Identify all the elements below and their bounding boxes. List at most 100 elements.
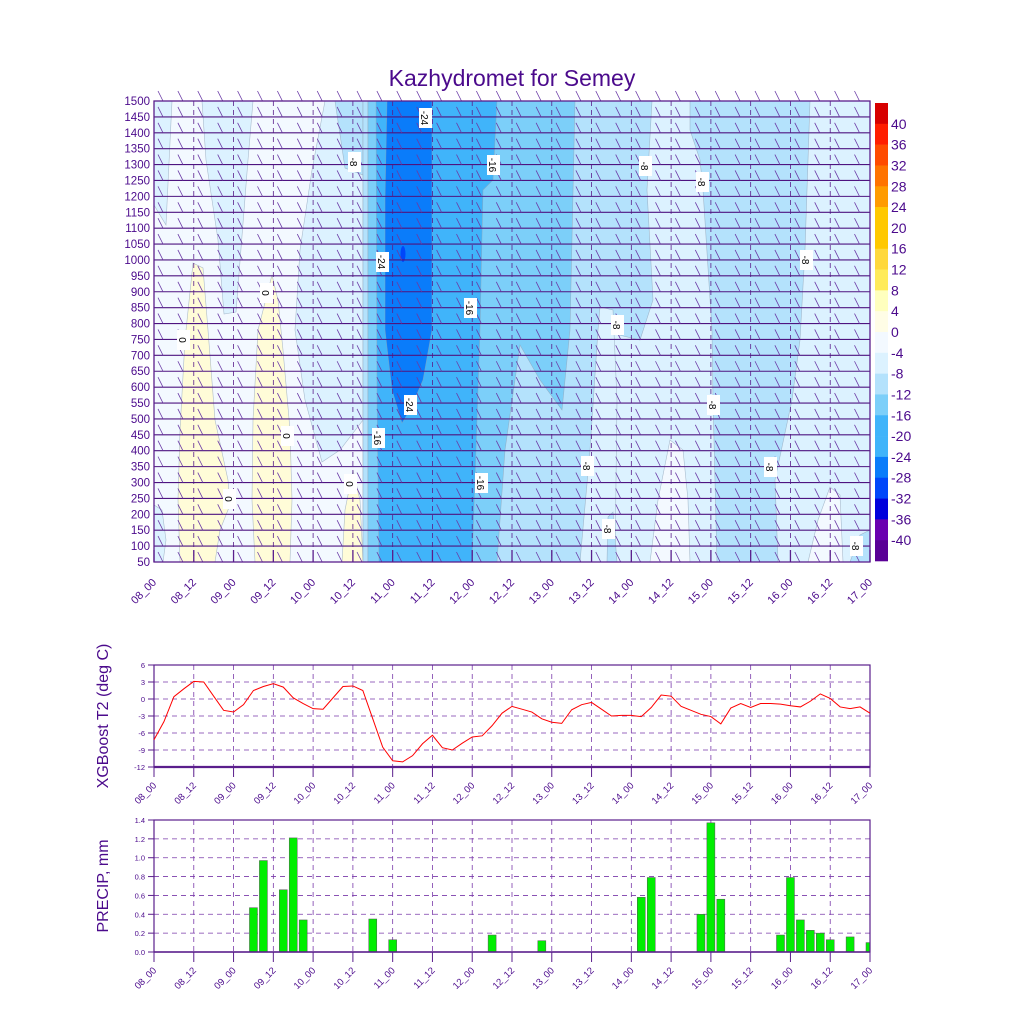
wind-barb-row [157, 392, 860, 404]
y-tick-label: 700 [131, 350, 150, 362]
wind-barb [336, 329, 343, 340]
wind-barb [615, 281, 622, 292]
wind-barb [575, 535, 582, 547]
wind-barb [655, 376, 661, 388]
wind-barb [237, 361, 243, 372]
wind-barb [774, 202, 781, 213]
x-tick-label: 16_12 [805, 577, 835, 607]
contour-label: -24 [418, 108, 432, 128]
wind-barb [237, 551, 243, 563]
wind-barb [197, 297, 204, 308]
wind-barb [277, 217, 283, 229]
wind-barb [436, 90, 442, 102]
wind-barb [197, 313, 204, 324]
wind-barb [237, 202, 243, 213]
wind-barb [277, 408, 283, 420]
wind-barb [277, 170, 283, 181]
wind-barb [157, 535, 164, 547]
wind-barb [754, 202, 761, 213]
wind-barb [217, 233, 224, 245]
wind-barb [495, 265, 502, 277]
wind-barb [854, 281, 860, 292]
wind-barb [316, 217, 323, 229]
wind-barb [734, 440, 741, 451]
wind-barb-row [157, 456, 860, 467]
wind-barb [316, 281, 323, 292]
wind-barb [157, 488, 164, 499]
wind-barb [157, 313, 164, 324]
wind-barb-row [157, 472, 860, 483]
wind-barb [615, 520, 622, 531]
wind-barb [177, 424, 184, 436]
wind-barb [854, 170, 860, 181]
y-tick-label: 500 [131, 414, 150, 426]
wind-barb [794, 345, 801, 356]
wind-barb-row [157, 329, 860, 340]
wind-barb [734, 170, 741, 181]
wind-barb [675, 472, 681, 483]
wind-barb [694, 504, 701, 515]
wind-barb [814, 408, 821, 420]
wind-barb [814, 456, 821, 467]
wind-barb [774, 313, 781, 324]
contour-label-text: -8 [849, 542, 860, 551]
wind-barb [814, 361, 821, 372]
wind-barb [316, 361, 323, 372]
wind-barb [416, 504, 423, 515]
wind-barb [595, 520, 602, 531]
wind-barb [416, 376, 423, 388]
wind-barb [834, 281, 840, 292]
wind-barb [336, 281, 343, 292]
y-tick-label: 0.0 [135, 948, 145, 957]
wind-barb [217, 520, 224, 531]
wind-barb [157, 345, 164, 356]
wind-barb [237, 217, 243, 229]
wind-barb [854, 424, 860, 436]
wind-barb [237, 520, 243, 531]
wind-barb [774, 361, 781, 372]
wind-barb [655, 520, 661, 531]
wind-barb [655, 440, 661, 451]
wind-barb [635, 170, 641, 181]
wind-barb [814, 233, 821, 245]
wind-barb [794, 392, 801, 404]
wind-barb [854, 313, 860, 324]
wind-barb [217, 361, 224, 372]
wind-barb [396, 504, 403, 515]
y-tick-label: 450 [131, 430, 150, 442]
wind-barb [376, 551, 383, 563]
wind-barb [396, 202, 403, 213]
x-tick-label: 12_12 [487, 577, 517, 607]
wind-barb [694, 376, 701, 388]
wind-barb [217, 472, 224, 483]
wind-barb [734, 345, 741, 356]
wind-barb [635, 456, 641, 467]
wind-barb [376, 313, 383, 324]
wind-barb [814, 472, 821, 483]
x-tick-label: 08_12 [169, 577, 199, 607]
wind-barb [615, 392, 622, 404]
wind-barb [694, 329, 701, 340]
wind-barb [814, 376, 821, 388]
wind-barb [177, 217, 184, 229]
y-tick-label: -9 [138, 746, 145, 755]
y-tick-label: 50 [137, 557, 150, 569]
wind-barb [456, 376, 462, 388]
wind-barb [177, 297, 184, 308]
wind-barb [356, 440, 363, 451]
wind-barb [754, 281, 761, 292]
wind-barb [177, 504, 184, 515]
wind-barb [416, 186, 423, 197]
wind-barb [635, 122, 641, 133]
wind-barb [675, 170, 681, 181]
wind-barb [595, 424, 602, 436]
y-tick-label: 850 [131, 303, 150, 315]
wind-barb [476, 90, 482, 102]
wind-barb [575, 520, 582, 531]
wind-barb [277, 313, 283, 324]
wind-barb [814, 265, 821, 277]
wind-barb [356, 488, 363, 499]
wind-barb [396, 551, 403, 563]
wind-barb [834, 456, 840, 467]
wind-barb [615, 233, 622, 245]
